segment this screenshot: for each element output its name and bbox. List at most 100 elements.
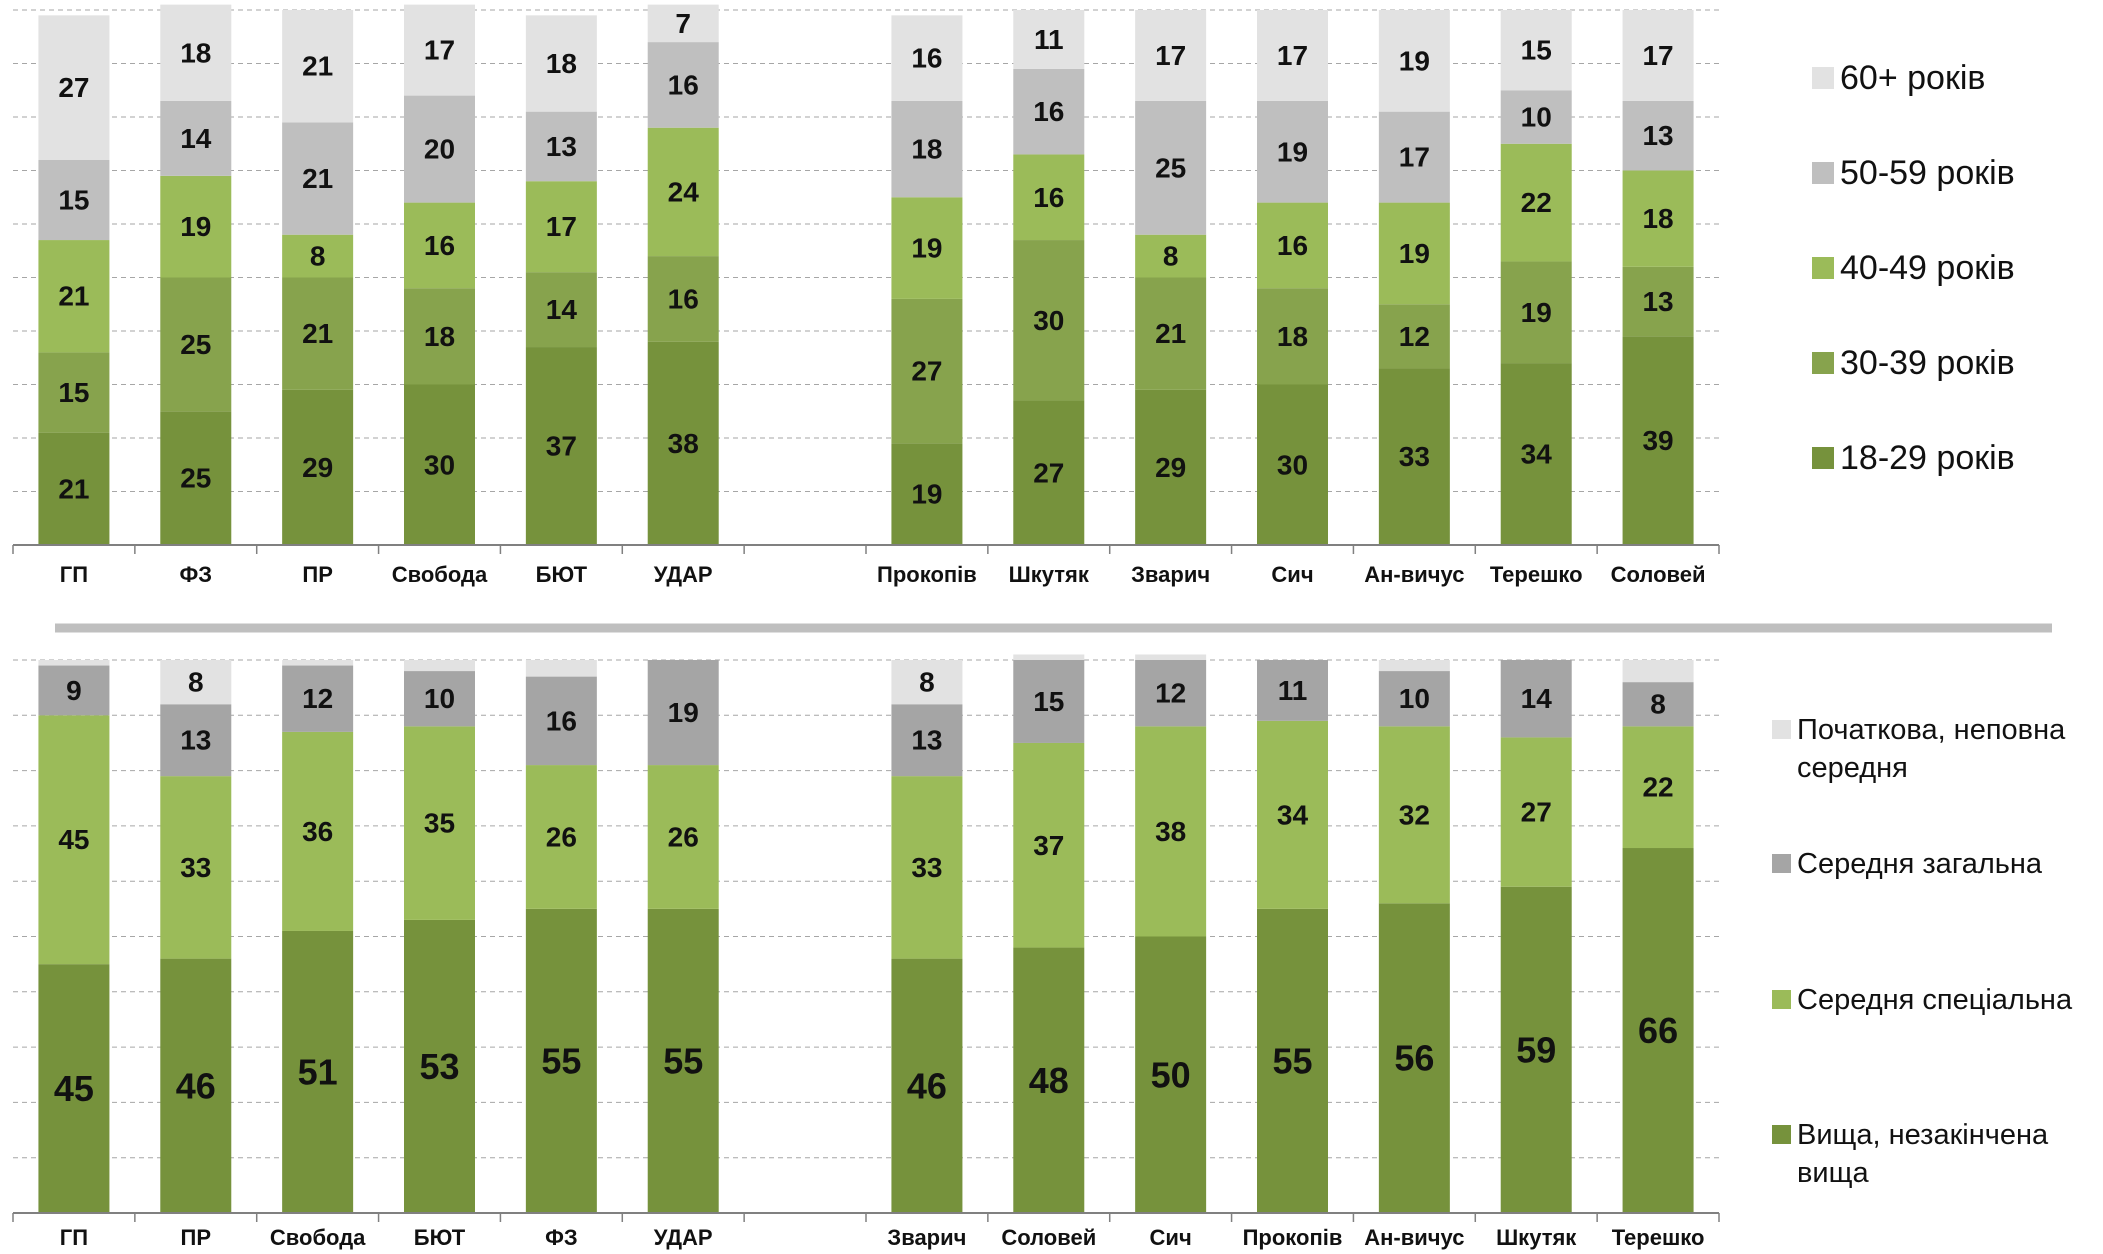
data-label: 34	[1521, 439, 1553, 470]
legend-swatch	[1812, 352, 1834, 374]
legend-education: Початкова, неповна середня Середня загальн…	[1772, 714, 2073, 1189]
bar-segment	[282, 731, 354, 931]
legend-label: Середня загальна	[1797, 848, 2043, 880]
bar-segment	[1135, 277, 1207, 390]
data-label: 15	[1521, 35, 1552, 66]
bar-segment	[525, 111, 597, 182]
bar-segment	[160, 175, 232, 278]
legend-swatch	[1772, 854, 1791, 873]
bar-segment	[160, 704, 232, 777]
data-label: 38	[1155, 816, 1186, 847]
data-label: 9	[66, 675, 82, 706]
bar-segment	[1500, 90, 1572, 144]
bar-segment	[1013, 10, 1085, 69]
data-label: 21	[1155, 318, 1186, 349]
data-label: 21	[302, 163, 333, 194]
data-label: 19	[911, 233, 942, 264]
data-label: 55	[663, 1040, 703, 1081]
bar-segment	[891, 197, 963, 299]
data-label: 26	[546, 821, 577, 852]
data-label: 19	[1277, 136, 1308, 167]
category-label: ФЗ	[545, 1225, 578, 1250]
bar-segment	[404, 660, 475, 672]
legend-label: 50-59 років	[1840, 154, 2015, 192]
category-label: ГП	[60, 1225, 88, 1250]
data-label: 18	[1277, 321, 1308, 352]
bar-segment	[525, 15, 597, 112]
data-label: 10	[1521, 102, 1552, 133]
category-label: ПР	[302, 562, 333, 587]
data-label: 18	[1642, 203, 1673, 234]
data-label: 16	[546, 705, 577, 736]
data-label: 16	[1277, 230, 1308, 261]
data-label: 33	[180, 852, 211, 883]
data-label: 21	[58, 281, 89, 312]
data-label: 11	[1278, 675, 1308, 706]
bar-segment	[1135, 660, 1207, 727]
legend-label: середня	[1797, 752, 1908, 784]
bar-segment	[647, 765, 719, 909]
bar-segment	[647, 4, 719, 43]
category-label: Терешко	[1612, 1225, 1705, 1250]
bar-segment	[1135, 389, 1207, 545]
data-label: 55	[1272, 1040, 1312, 1081]
data-label: 18	[424, 321, 455, 352]
category-label: Свобода	[392, 562, 488, 587]
bar-segment	[160, 411, 232, 545]
data-label: 20	[424, 134, 455, 165]
data-label: 66	[1638, 1010, 1678, 1051]
data-label: 19	[1399, 45, 1430, 76]
bar-segment	[1622, 10, 1694, 101]
legend-swatch	[1812, 447, 1834, 469]
data-label: 17	[1277, 40, 1308, 71]
category-label: Прокопів	[877, 562, 977, 587]
bar-segment	[1500, 261, 1572, 364]
bar-segment	[404, 671, 475, 727]
data-label: 30	[1033, 305, 1064, 336]
data-label: 45	[58, 824, 89, 855]
category-label: Шкутяк	[1009, 562, 1090, 587]
category-label: УДАР	[654, 1225, 713, 1250]
data-label: 19	[1521, 297, 1552, 328]
data-label: 19	[911, 479, 942, 510]
bar-segment	[282, 389, 354, 545]
category-label: Терешко	[1490, 562, 1583, 587]
bar-segment	[282, 665, 354, 732]
legend-age: 60+ років 50-59 років 40-49 років 30-39 рок…	[1812, 59, 2015, 477]
data-label: 18	[911, 134, 942, 165]
category-label: Ан-вичус	[1364, 562, 1464, 587]
data-label: 21	[58, 473, 89, 504]
data-label: 18	[180, 37, 211, 68]
bar-segment	[647, 256, 719, 342]
bar-segment	[1013, 400, 1085, 545]
bar-segment	[160, 958, 232, 1213]
bar-segment	[891, 100, 963, 198]
bar-segment	[1500, 660, 1572, 738]
bar-segment	[1622, 726, 1694, 849]
data-label: 38	[668, 428, 699, 459]
bar-segment	[38, 660, 110, 666]
data-label: 30	[424, 449, 455, 480]
data-label: 7	[675, 8, 691, 39]
data-label: 8	[1163, 241, 1179, 272]
bar-segment	[282, 660, 354, 666]
bar-segment	[1378, 368, 1450, 545]
bar-segment	[525, 181, 597, 273]
bar-segment	[1500, 143, 1572, 262]
data-label: 11	[1034, 24, 1064, 55]
legend-swatch	[1772, 1125, 1791, 1144]
data-label: 10	[424, 683, 455, 714]
bar-segment	[1135, 10, 1207, 101]
legend-label: 40-49 років	[1840, 249, 2015, 287]
bar-segment	[1013, 742, 1085, 948]
data-label: 19	[180, 211, 211, 242]
bar-segment	[1378, 671, 1450, 727]
data-label: 33	[911, 852, 942, 883]
bar-segment	[1622, 266, 1694, 337]
bar-segment	[160, 660, 232, 705]
bar-segment	[1378, 111, 1450, 203]
bar-segment	[1622, 100, 1694, 171]
bar-segment	[1257, 100, 1328, 203]
bar-segment	[282, 122, 354, 235]
